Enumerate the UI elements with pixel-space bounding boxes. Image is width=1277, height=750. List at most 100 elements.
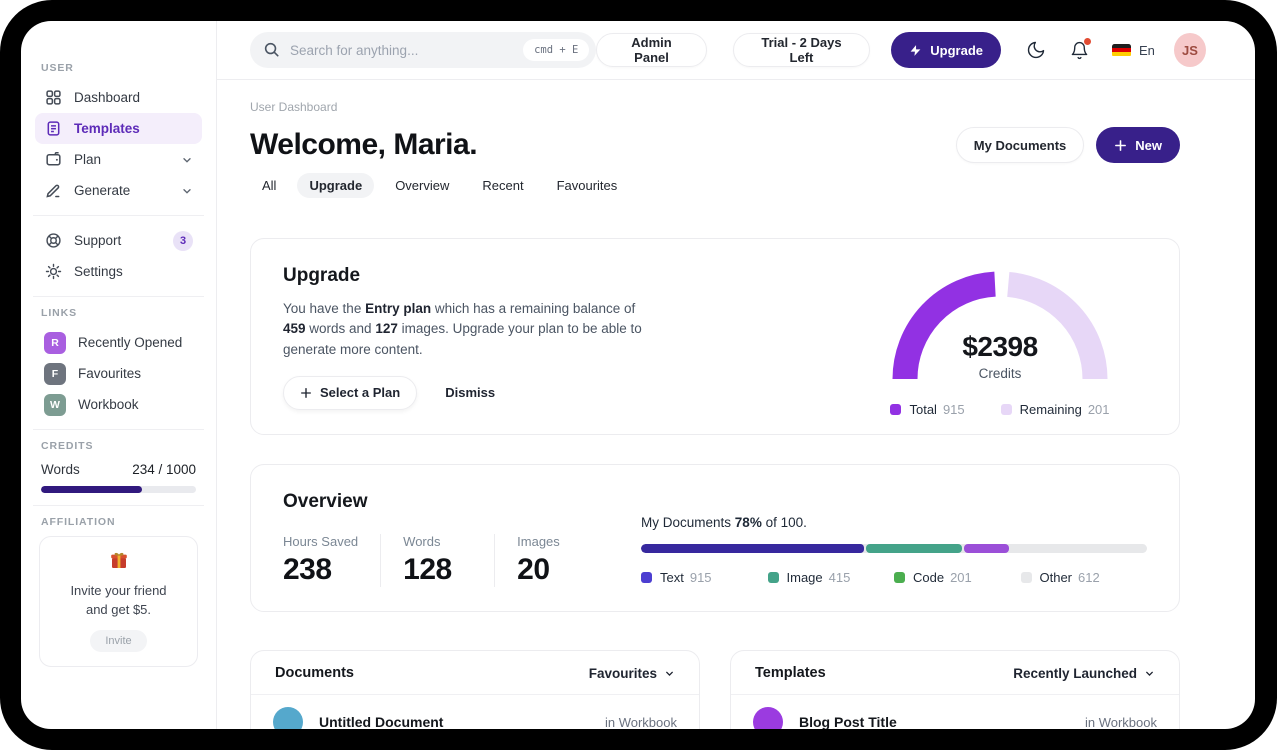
legend-item-text: Text 915 bbox=[641, 570, 768, 585]
main-column: cmd + E Admin Panel Trial - 2 Days Left … bbox=[217, 21, 1255, 729]
segment-image bbox=[865, 544, 962, 553]
bottom-cards-row: Documents Favourites Untitled Document i… bbox=[250, 650, 1180, 729]
sidebar-section-credits: CREDITS bbox=[41, 440, 94, 452]
gauge-value: $2398 bbox=[962, 331, 1038, 362]
template-avatar bbox=[753, 707, 783, 729]
stat-hours-saved: Hours Saved 238 bbox=[283, 534, 382, 587]
dashboard-grid-icon bbox=[44, 89, 62, 107]
dismiss-button[interactable]: Dismiss bbox=[445, 385, 496, 401]
main-content: User Dashboard Welcome, Maria. My Docume… bbox=[217, 80, 1255, 729]
tab-favourites[interactable]: Favourites bbox=[556, 177, 618, 193]
document-location: in Workbook bbox=[604, 714, 677, 730]
sidebar-divider bbox=[33, 296, 204, 297]
trial-days-left-button[interactable]: Trial - 2 Days Left bbox=[732, 33, 871, 67]
tab-recent[interactable]: Recent bbox=[482, 177, 524, 193]
gauge-caption: Credits bbox=[978, 366, 1022, 381]
credits-words-row: Words 234 / 1000 bbox=[35, 462, 202, 477]
sidebar-link-recently-opened[interactable]: R Recently Opened bbox=[35, 327, 202, 358]
admin-panel-button[interactable]: Admin Panel bbox=[596, 33, 707, 67]
tab-overview[interactable]: Overview bbox=[395, 177, 450, 193]
sidebar-item-templates[interactable]: Templates bbox=[35, 113, 202, 144]
sidebar-link-workbook[interactable]: W Workbook bbox=[35, 389, 202, 420]
sidebar-item-plan[interactable]: Plan bbox=[35, 144, 202, 175]
templates-card-title: Templates bbox=[755, 665, 826, 681]
sidebar-section-affiliation: AFFILIATION bbox=[41, 516, 116, 528]
tab-upgrade[interactable]: Upgrade bbox=[297, 172, 375, 198]
upgrade-card-body: You have the Entry plan which has a rema… bbox=[283, 301, 642, 357]
documents-filter-dropdown[interactable]: Favourites bbox=[589, 666, 675, 681]
upgrade-card: Upgrade You have the Entry plan which ha… bbox=[250, 238, 1180, 435]
search-shortcut-badge: cmd + E bbox=[523, 39, 590, 61]
overview-card-title: Overview bbox=[283, 491, 368, 512]
upgrade-button[interactable]: Upgrade bbox=[891, 32, 1001, 68]
sidebar-divider bbox=[33, 215, 204, 216]
app-window: USER Dashboard Templates Plan bbox=[21, 21, 1255, 729]
sidebar-link-favourites[interactable]: F Favourites bbox=[35, 358, 202, 389]
header-actions: My Documents New bbox=[955, 127, 1180, 163]
link-letter-badge: R bbox=[44, 331, 66, 354]
sidebar-item-label: Templates bbox=[74, 121, 140, 136]
sidebar-item-generate[interactable]: Generate bbox=[35, 175, 202, 206]
legend-swatch bbox=[894, 572, 905, 583]
document-title: Untitled Document bbox=[319, 714, 444, 729]
link-letter-badge: W bbox=[44, 393, 66, 416]
support-lifebuoy-icon bbox=[44, 232, 62, 250]
support-count-badge: 3 bbox=[173, 230, 193, 251]
my-documents-button[interactable]: My Documents bbox=[955, 127, 1085, 163]
progress-legend: Text 915 Image 415 Code 201 bbox=[641, 570, 1147, 585]
user-avatar[interactable]: JS bbox=[1173, 33, 1206, 67]
legend-swatch bbox=[641, 572, 652, 583]
dark-mode-moon-icon[interactable] bbox=[1026, 40, 1046, 60]
documents-progress-block: My Documents 78% of 100. Text 915 bbox=[641, 515, 1147, 585]
stacked-progressbar bbox=[641, 544, 1147, 553]
template-list-item[interactable]: Blog Post Title in Workbook bbox=[731, 695, 1179, 729]
link-letter-badge: F bbox=[44, 362, 66, 385]
plus-icon bbox=[1114, 139, 1127, 152]
sidebar-section-links: LINKS bbox=[41, 307, 77, 319]
stats-row: Hours Saved 238 Words 128 Images 20 bbox=[283, 534, 641, 587]
stat-images: Images 20 bbox=[517, 534, 560, 586]
credits-gauge: $2398 Credits Total 915 Remaining bbox=[888, 263, 1112, 417]
templates-doc-icon bbox=[44, 120, 62, 138]
templates-filter-dropdown[interactable]: Recently Launched bbox=[1013, 666, 1155, 681]
sidebar-item-label: Favourites bbox=[78, 366, 142, 381]
sidebar-item-label: Support bbox=[74, 233, 122, 248]
templates-card-header: Templates Recently Launched bbox=[731, 651, 1179, 695]
invite-button[interactable]: Invite bbox=[90, 629, 147, 652]
template-location: in Workbook bbox=[1084, 714, 1157, 730]
sidebar-item-dashboard[interactable]: Dashboard bbox=[35, 82, 202, 113]
plus-icon bbox=[300, 387, 312, 399]
filter-tabs: All Upgrade Overview Recent Favourites bbox=[250, 172, 1180, 198]
gauge-arcs bbox=[892, 271, 1108, 380]
legend-swatch bbox=[1000, 404, 1012, 415]
document-list-item[interactable]: Untitled Document in Workbook bbox=[251, 695, 699, 729]
sidebar-item-label: Settings bbox=[74, 264, 123, 279]
legend-item-code: Code 201 bbox=[894, 570, 1021, 585]
affiliation-card: Invite your friend and get $5. Invite bbox=[39, 536, 198, 667]
legend-swatch bbox=[890, 404, 902, 415]
search-bar: cmd + E bbox=[250, 32, 597, 68]
breadcrumb: User Dashboard bbox=[250, 100, 338, 114]
gauge-center: $2398 Credits bbox=[888, 331, 1112, 381]
language-switcher[interactable]: En bbox=[1112, 43, 1155, 58]
templates-card: Templates Recently Launched Blog Post Ti… bbox=[730, 650, 1180, 729]
affiliation-text: Invite your friend and get $5. bbox=[70, 583, 167, 617]
documents-card-header: Documents Favourites bbox=[251, 651, 699, 695]
tab-all[interactable]: All bbox=[262, 177, 277, 193]
legend-item-remaining: Remaining 201 bbox=[1000, 402, 1110, 417]
select-plan-button[interactable]: Select a Plan bbox=[283, 375, 418, 410]
sidebar-item-settings[interactable]: Settings bbox=[35, 256, 202, 287]
sidebar-item-support[interactable]: Support 3 bbox=[35, 225, 202, 256]
settings-gear-icon bbox=[44, 263, 62, 281]
stat-words: Words 128 bbox=[403, 534, 496, 587]
overview-card: Overview Hours Saved 238 Words 128 Image… bbox=[250, 464, 1180, 612]
legend-swatch bbox=[767, 572, 779, 583]
search-icon bbox=[263, 41, 280, 58]
sidebar-divider bbox=[33, 505, 204, 506]
generate-pencil-icon bbox=[44, 182, 62, 200]
new-button[interactable]: New bbox=[1096, 127, 1180, 163]
notifications-bell-icon[interactable] bbox=[1070, 37, 1091, 60]
legend-item-image: Image 415 bbox=[767, 570, 895, 585]
documents-card-title: Documents bbox=[275, 665, 354, 681]
sidebar-item-label: Generate bbox=[74, 183, 131, 198]
